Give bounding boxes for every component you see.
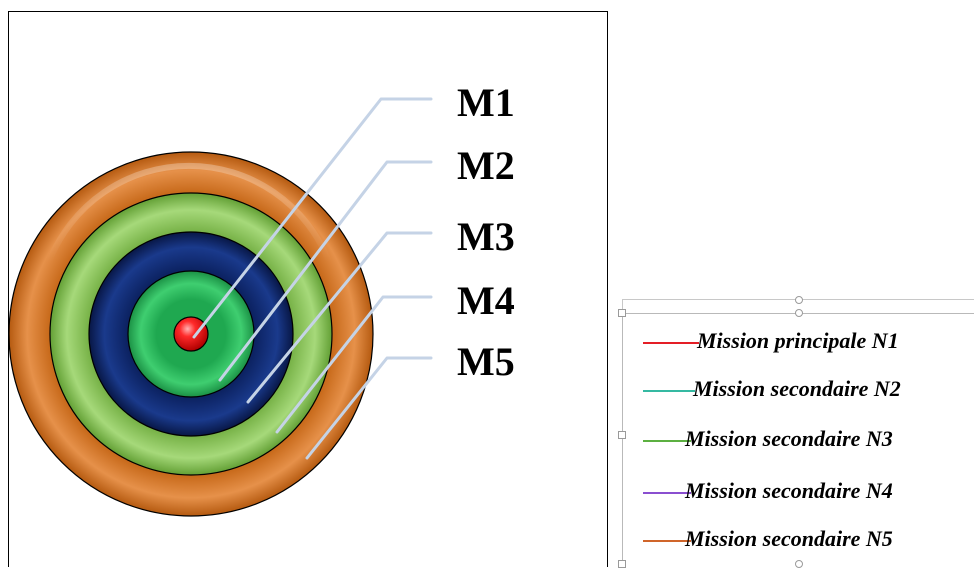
legend-line-n2 (643, 390, 695, 392)
resize-handle-top-middle[interactable] (795, 309, 803, 317)
diagram-frame: M1 M2 M3 M4 M5 (8, 11, 608, 567)
label-m1: M1 (457, 80, 515, 125)
legend-item-n3: Mission secondaire N3 (623, 424, 974, 458)
label-m2: M2 (457, 143, 515, 188)
legend-label-n4: Mission secondaire N4 (685, 478, 893, 503)
rotate-handle[interactable] (795, 296, 803, 304)
legend-line-n4 (643, 492, 691, 494)
legend-item-n5: Mission secondaire N5 (623, 524, 974, 558)
legend-item-n4: Mission secondaire N4 (623, 476, 974, 510)
label-m4: M4 (457, 278, 515, 323)
legend-label-n1: Mission principale N1 (697, 328, 899, 353)
connector-lines (192, 97, 433, 460)
ring-m1 (173, 316, 209, 352)
legend[interactable]: Mission principale N1 Mission secondaire… (622, 313, 974, 567)
target-diagram: M1 M2 M3 M4 M5 (9, 80, 515, 517)
label-m3: M3 (457, 214, 515, 259)
label-m5: M5 (457, 339, 515, 384)
legend-label-n5: Mission secondaire N5 (685, 526, 893, 551)
connector-m1 (192, 97, 433, 339)
connector-m3 (246, 231, 433, 404)
legend-label-n2: Mission secondaire N2 (693, 376, 901, 401)
resize-handle-top-left[interactable] (618, 309, 626, 317)
legend-label-n3: Mission secondaire N3 (685, 426, 893, 451)
legend-line-n1 (643, 342, 699, 344)
connector-m2 (218, 160, 433, 382)
legend-item-n2: Mission secondaire N2 (623, 374, 974, 408)
resize-handle-middle-left[interactable] (618, 431, 626, 439)
legend-item-n1: Mission principale N1 (623, 326, 974, 360)
connector-m4 (275, 295, 433, 434)
legend-line-n5 (643, 540, 691, 542)
legend-line-n3 (643, 440, 691, 442)
connector-m5 (305, 356, 433, 460)
